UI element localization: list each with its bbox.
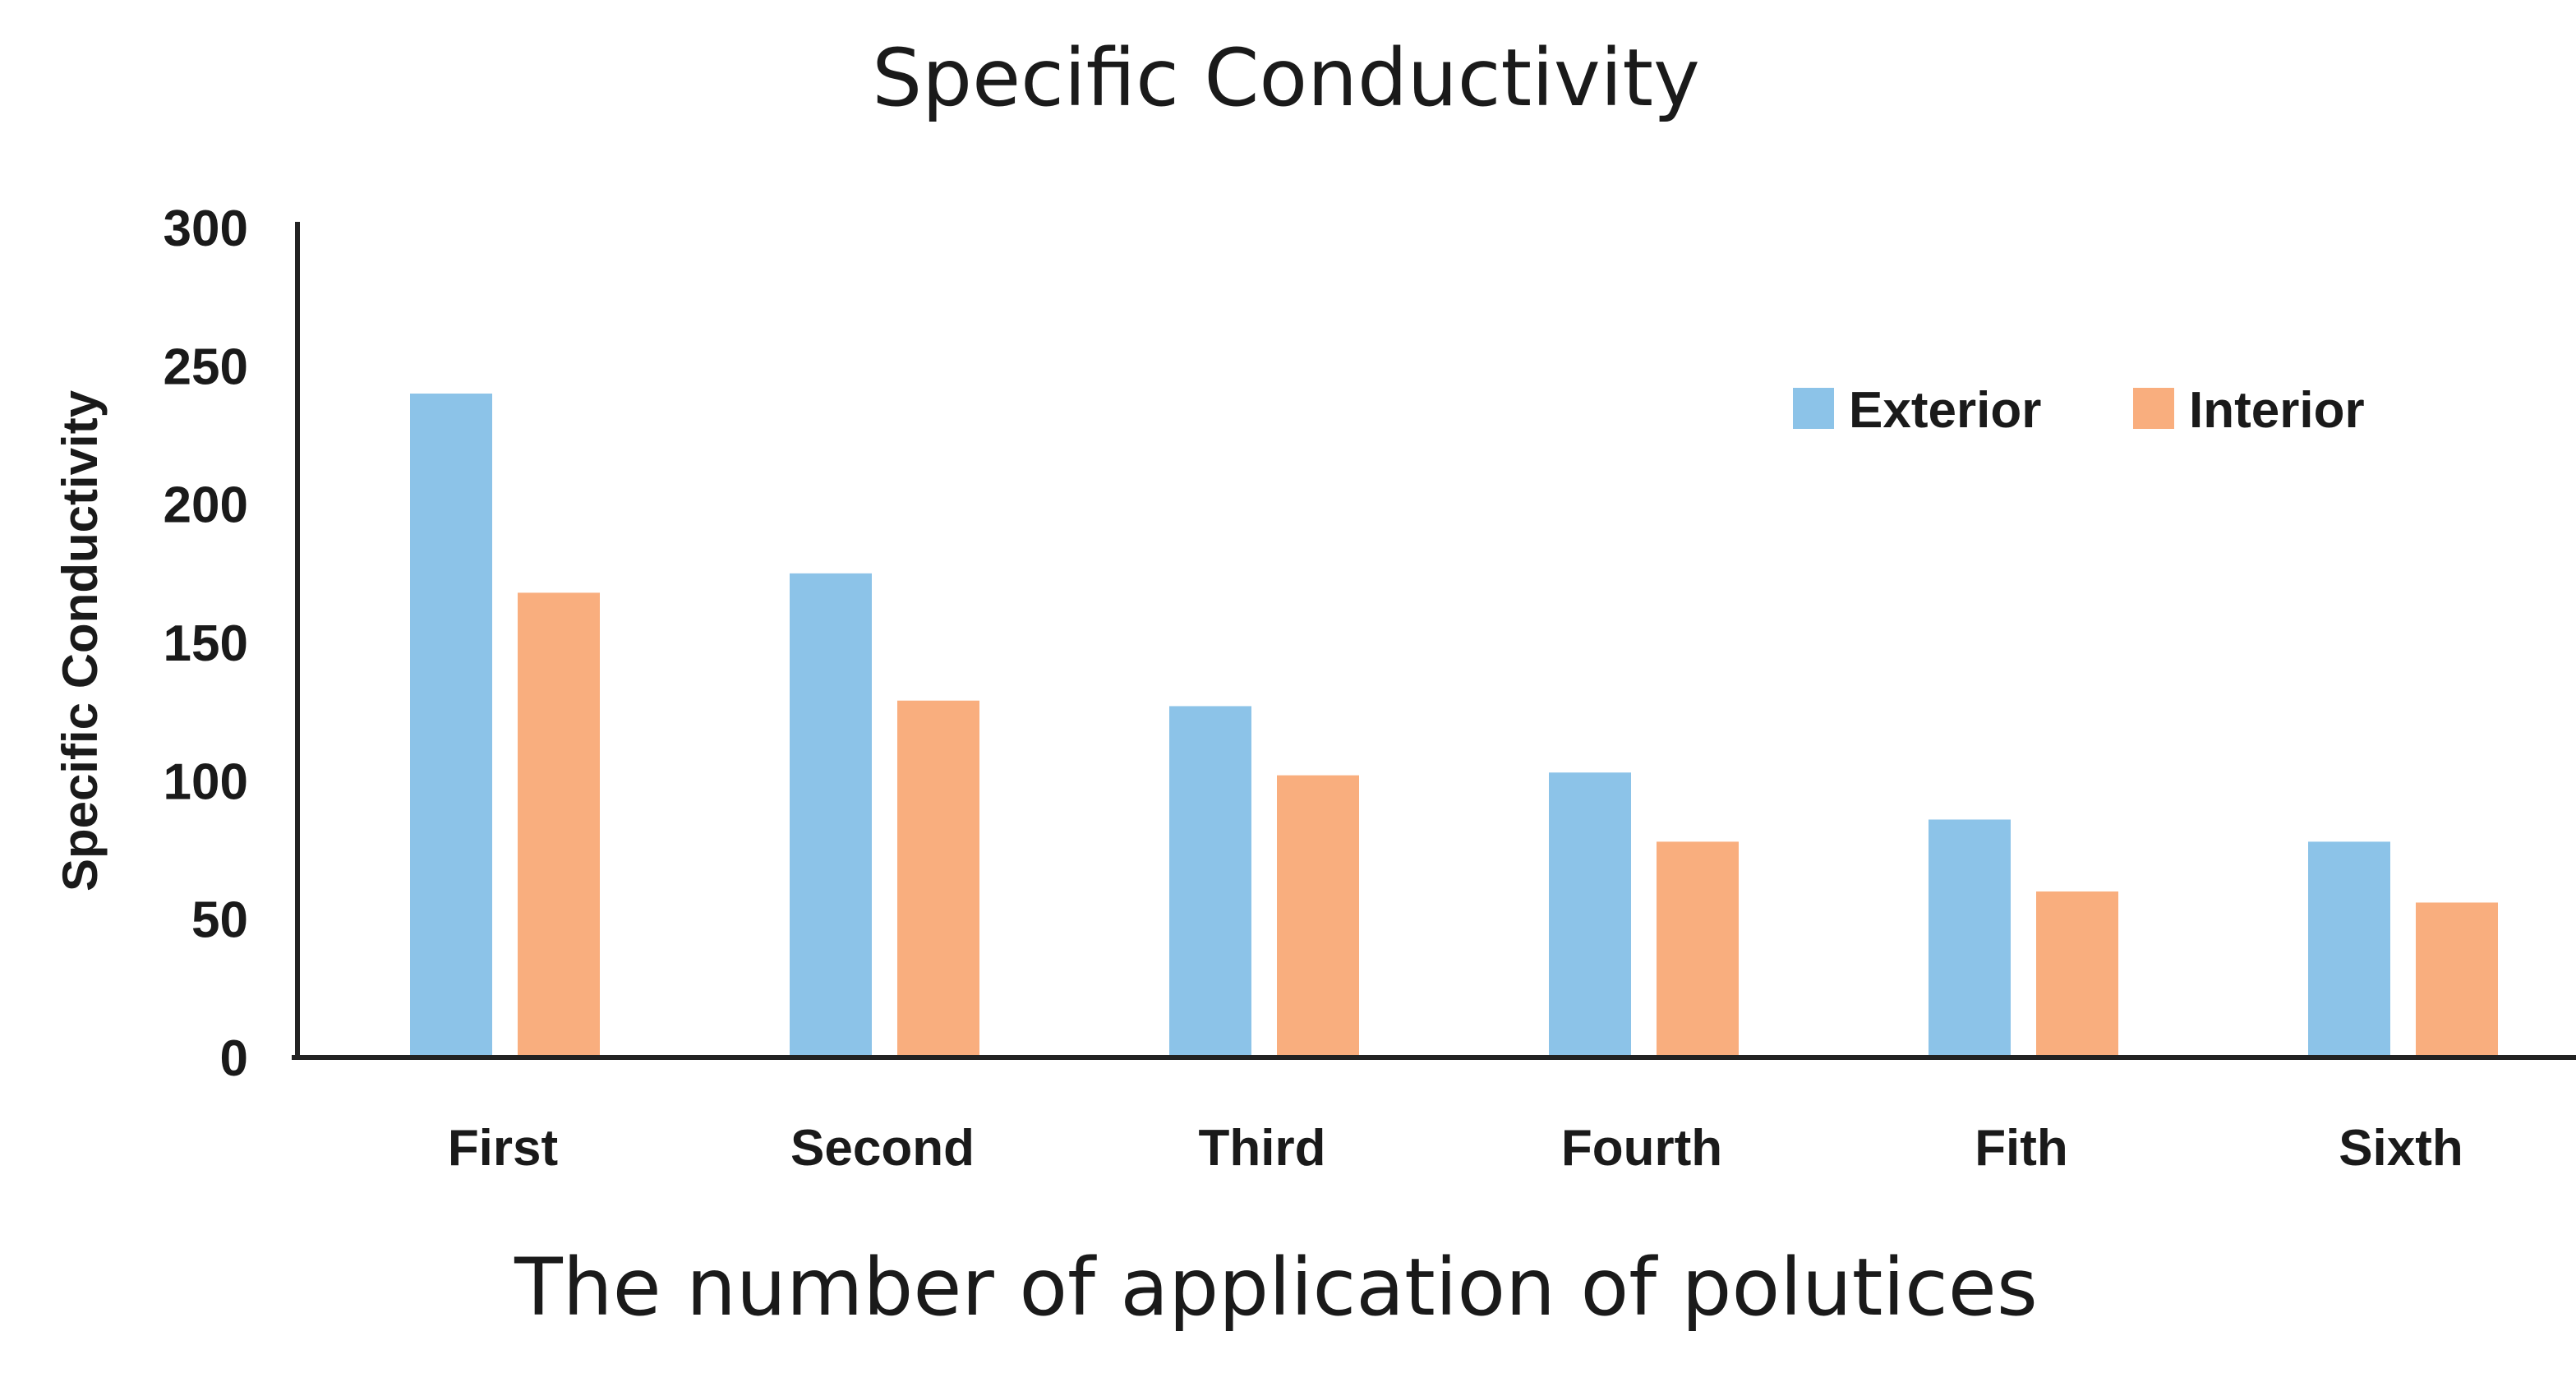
y-axis-label: Specific Conductivity bbox=[53, 389, 108, 891]
bar-interior-first bbox=[518, 592, 600, 1057]
bar-exterior-first bbox=[410, 394, 492, 1057]
legend-swatch-interior bbox=[2133, 388, 2174, 429]
x-tick-label: Sixth bbox=[2339, 1120, 2463, 1177]
bars-group bbox=[410, 394, 2498, 1057]
y-tick-label: 150 bbox=[164, 615, 248, 672]
bar-interior-fourth bbox=[1657, 841, 1739, 1057]
legend: Exterior Interior bbox=[1793, 382, 2365, 439]
bar-exterior-fourth bbox=[1549, 772, 1631, 1057]
bar-exterior-sixth bbox=[2308, 841, 2390, 1057]
x-tick-label: Third bbox=[1199, 1120, 1326, 1177]
bar-interior-third bbox=[1277, 775, 1359, 1057]
y-tick-label: 300 bbox=[164, 200, 248, 257]
y-tick-label: 250 bbox=[164, 339, 248, 395]
x-tick-label: Second bbox=[790, 1120, 975, 1177]
y-tick-label: 100 bbox=[164, 753, 248, 810]
bar-interior-sixth bbox=[2416, 902, 2498, 1057]
bar-exterior-third bbox=[1169, 706, 1251, 1057]
legend-swatch-exterior bbox=[1793, 388, 1834, 429]
bar-interior-second bbox=[897, 700, 979, 1057]
bar-exterior-second bbox=[790, 573, 872, 1057]
bar-exterior-fith bbox=[1929, 819, 2011, 1057]
y-tick-label: 0 bbox=[220, 1030, 248, 1087]
legend-label-interior: Interior bbox=[2189, 382, 2365, 439]
y-tick-label: 50 bbox=[191, 892, 248, 949]
x-tick-label: Fith bbox=[1975, 1120, 2068, 1177]
x-axis-ticks: First Second Third Fourth Fith Sixth bbox=[448, 1120, 2463, 1177]
bar-interior-fith bbox=[2036, 891, 2118, 1057]
y-tick-label: 200 bbox=[164, 477, 248, 534]
legend-label-exterior: Exterior bbox=[1849, 382, 2041, 439]
chart-title: Specific Conductivity bbox=[872, 32, 1700, 124]
y-axis-ticks: 0 50 100 150 200 250 300 bbox=[164, 200, 248, 1087]
x-axis-label: The number of application of polutices bbox=[514, 1241, 2038, 1334]
x-tick-label: Fourth bbox=[1561, 1120, 1722, 1177]
x-tick-label: First bbox=[448, 1120, 558, 1177]
